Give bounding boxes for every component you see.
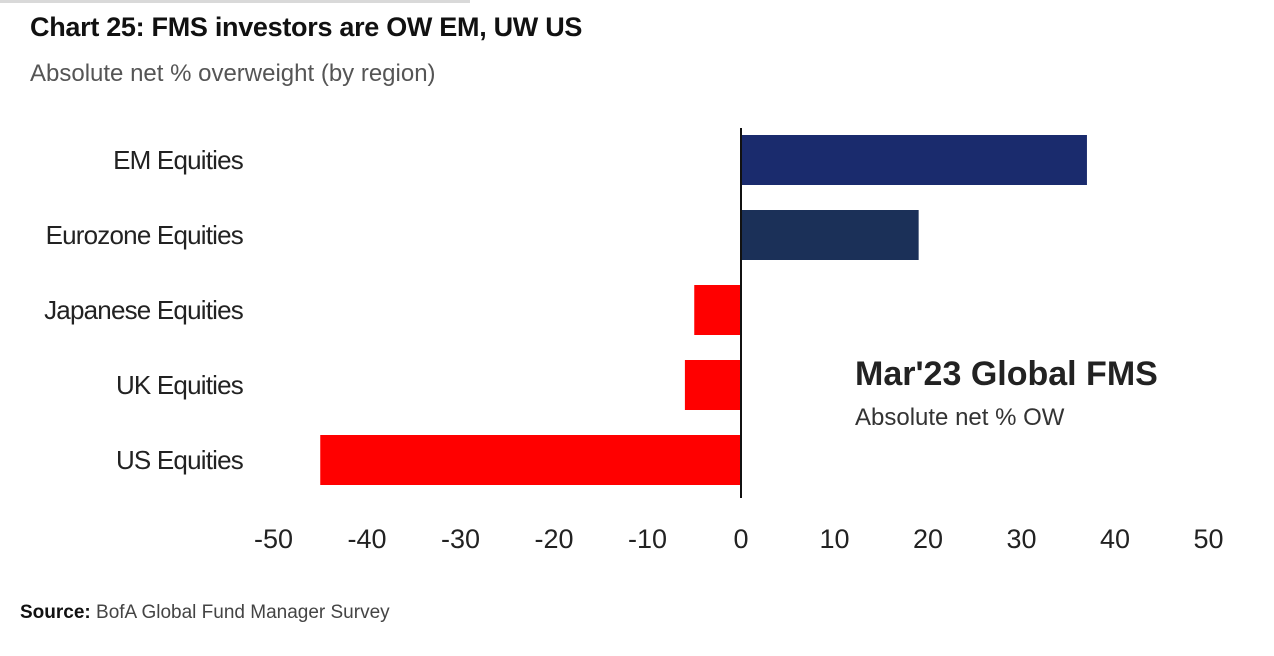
bar-japanese-equities — [694, 285, 741, 335]
x-tick-label: -40 — [347, 524, 386, 554]
chart-subtitle: Absolute net % overweight (by region) — [30, 60, 436, 87]
x-tick-label: -50 — [254, 524, 293, 554]
category-label: US Equities — [116, 445, 244, 475]
x-tick-label: 50 — [1193, 524, 1223, 554]
bar-uk-equities — [684, 360, 741, 410]
category-label: UK Equities — [116, 370, 244, 400]
annotation-subtitle: Absolute net % OW — [855, 404, 1065, 431]
chart-title: Chart 25: FMS investors are OW EM, UW US — [30, 12, 583, 42]
bar-eurozone-equities — [741, 210, 919, 260]
source-text: BofA Global Fund Manager Survey — [96, 602, 390, 623]
x-tick-label: -30 — [441, 524, 480, 554]
x-tick-label: 0 — [733, 524, 748, 554]
x-tick-label: 10 — [819, 524, 849, 554]
x-tick-label: 40 — [1100, 524, 1130, 554]
bar-us-equities — [320, 435, 741, 485]
x-tick-label: 30 — [1006, 524, 1036, 554]
category-label: Eurozone Equities — [46, 220, 244, 250]
x-tick-label: 20 — [913, 524, 943, 554]
top-rule — [0, 0, 470, 3]
category-label: EM Equities — [113, 145, 244, 175]
source-note: Source: BofA Global Fund Manager Survey — [20, 602, 390, 624]
x-tick-label: -20 — [534, 524, 573, 554]
annotation-title: Mar'23 Global FMS — [855, 355, 1158, 393]
category-label: Japanese Equities — [44, 295, 244, 325]
x-tick-label: -10 — [628, 524, 667, 554]
bar-em-equities — [741, 135, 1087, 185]
source-label: Source: — [20, 602, 91, 623]
